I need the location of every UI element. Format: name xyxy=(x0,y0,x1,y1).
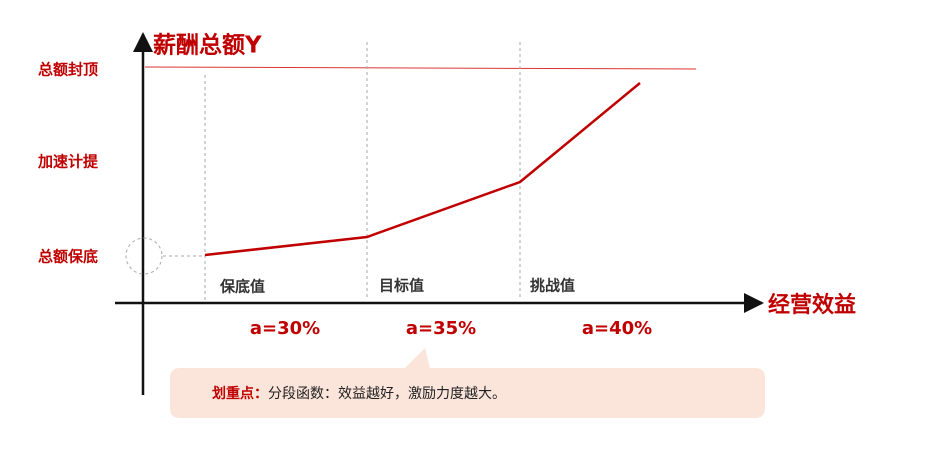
note-emphasis: 划重点： xyxy=(212,385,268,402)
segment-label: 保底值 xyxy=(219,278,265,296)
title: 薪酬总额Y xyxy=(153,32,262,59)
y-level: 总额保底 xyxy=(38,248,98,266)
y-level: 总额封顶 xyxy=(38,61,98,79)
cap-line xyxy=(144,66,697,70)
segment-rate: a=35% xyxy=(406,318,476,339)
segment-rate: a=40% xyxy=(582,318,652,339)
segment-label: 挑战值 xyxy=(530,277,575,295)
segment-label: 目标值 xyxy=(379,277,424,295)
note-text: 分段函数：效益越好，激励力度越大。 xyxy=(268,385,506,402)
note: 划重点：分段函数：效益越好，激励力度越大。 xyxy=(212,385,506,402)
note-box xyxy=(170,348,765,418)
floor-marker xyxy=(125,237,163,275)
x-axis-label: 经营效益 xyxy=(768,292,856,318)
segment-rate: a=30% xyxy=(250,318,320,339)
y-level: 加速计提 xyxy=(37,153,99,171)
pay-curve xyxy=(204,82,641,257)
